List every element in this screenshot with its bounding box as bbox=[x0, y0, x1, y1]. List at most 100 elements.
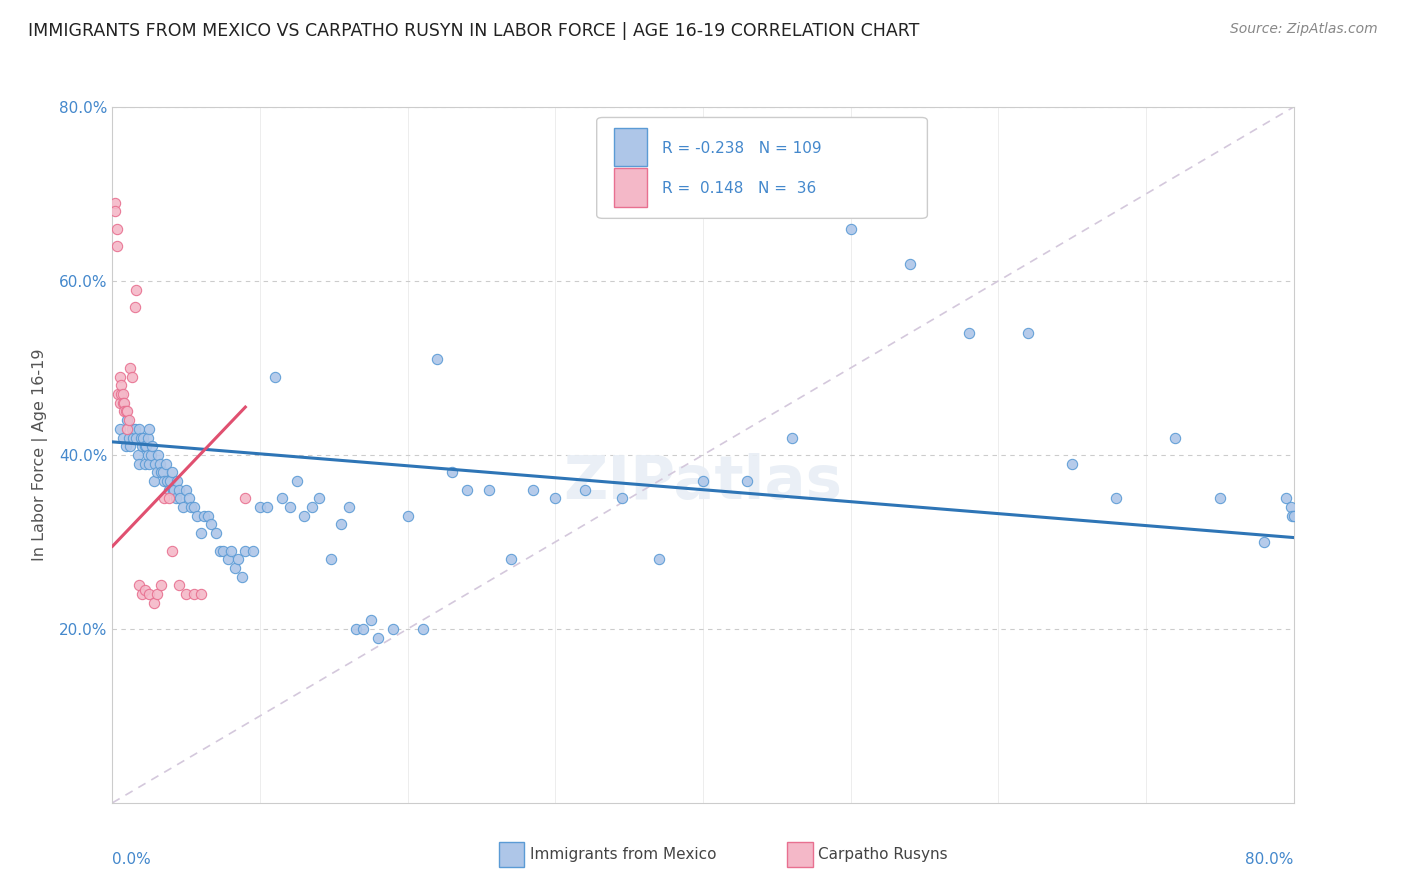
Point bbox=[120, 360, 142, 375]
Point bbox=[142, 596, 165, 610]
Point bbox=[146, 466, 169, 480]
Point bbox=[226, 552, 249, 566]
Point bbox=[292, 508, 315, 523]
Point bbox=[138, 422, 160, 436]
Point bbox=[382, 622, 405, 636]
Point bbox=[190, 526, 212, 541]
Point bbox=[898, 256, 921, 270]
Point bbox=[396, 508, 419, 523]
Point bbox=[183, 500, 205, 514]
Point bbox=[167, 578, 190, 592]
Point bbox=[160, 543, 183, 558]
Point bbox=[112, 396, 135, 410]
Point bbox=[839, 221, 862, 235]
Point bbox=[1275, 491, 1298, 506]
Point bbox=[1208, 491, 1232, 506]
Point bbox=[134, 457, 156, 471]
Point bbox=[544, 491, 567, 506]
Point bbox=[121, 422, 143, 436]
Point bbox=[153, 491, 176, 506]
Point bbox=[136, 448, 159, 462]
Point bbox=[367, 631, 389, 645]
Point bbox=[143, 457, 166, 471]
Point bbox=[117, 413, 138, 427]
Point bbox=[128, 422, 150, 436]
Point bbox=[1105, 491, 1128, 506]
Point bbox=[125, 283, 148, 297]
Point bbox=[150, 466, 173, 480]
Point bbox=[146, 587, 169, 601]
Point bbox=[157, 483, 180, 497]
Point bbox=[163, 483, 186, 497]
Point bbox=[174, 587, 197, 601]
Point bbox=[610, 491, 633, 506]
Point bbox=[111, 431, 134, 445]
Point bbox=[155, 457, 177, 471]
Point bbox=[1164, 431, 1187, 445]
Point bbox=[131, 439, 153, 453]
Point bbox=[166, 474, 188, 488]
Point bbox=[138, 457, 160, 471]
Point bbox=[131, 587, 153, 601]
Point bbox=[249, 500, 271, 514]
Point bbox=[180, 500, 202, 514]
Point bbox=[162, 483, 184, 497]
Point bbox=[360, 613, 382, 627]
Point bbox=[105, 221, 128, 235]
Point bbox=[104, 195, 127, 210]
Point bbox=[153, 474, 176, 488]
Point bbox=[271, 491, 294, 506]
Text: R =  0.148   N =  36: R = 0.148 N = 36 bbox=[662, 181, 815, 196]
Point bbox=[152, 466, 174, 480]
Point bbox=[231, 570, 253, 584]
Point bbox=[122, 431, 145, 445]
Point bbox=[134, 582, 156, 597]
Point bbox=[1281, 508, 1303, 523]
Point bbox=[156, 474, 179, 488]
Point bbox=[319, 552, 342, 566]
Point bbox=[197, 508, 219, 523]
Point bbox=[114, 439, 136, 453]
Point bbox=[141, 439, 163, 453]
FancyBboxPatch shape bbox=[596, 118, 928, 219]
Point bbox=[167, 483, 190, 497]
Point bbox=[128, 457, 150, 471]
Point bbox=[193, 508, 215, 523]
Point bbox=[110, 387, 132, 401]
Point bbox=[501, 552, 523, 566]
Point bbox=[1279, 500, 1302, 514]
Point bbox=[780, 431, 803, 445]
Point bbox=[148, 448, 170, 462]
FancyBboxPatch shape bbox=[614, 128, 648, 166]
Point bbox=[190, 587, 212, 601]
Point bbox=[118, 413, 141, 427]
Point bbox=[1282, 508, 1305, 523]
Point bbox=[1062, 457, 1084, 471]
Point bbox=[285, 474, 308, 488]
Point bbox=[108, 396, 131, 410]
Point bbox=[478, 483, 501, 497]
Point bbox=[574, 483, 596, 497]
Point bbox=[124, 422, 146, 436]
Text: Carpatho Rusyns: Carpatho Rusyns bbox=[818, 847, 948, 862]
Point bbox=[124, 300, 146, 314]
Point bbox=[138, 587, 160, 601]
Point bbox=[129, 431, 152, 445]
Point bbox=[278, 500, 301, 514]
Point bbox=[172, 500, 194, 514]
Point bbox=[108, 369, 131, 384]
Point bbox=[142, 474, 165, 488]
Point bbox=[135, 439, 157, 453]
Point bbox=[233, 491, 256, 506]
Point bbox=[157, 491, 180, 506]
Point bbox=[165, 491, 187, 506]
Point bbox=[233, 543, 256, 558]
Point bbox=[174, 483, 197, 497]
Point bbox=[264, 369, 287, 384]
Point bbox=[132, 431, 155, 445]
Point bbox=[104, 204, 127, 219]
Point bbox=[112, 404, 135, 418]
Point bbox=[209, 543, 232, 558]
Text: 80.0%: 80.0% bbox=[1246, 852, 1294, 866]
Point bbox=[150, 578, 173, 592]
